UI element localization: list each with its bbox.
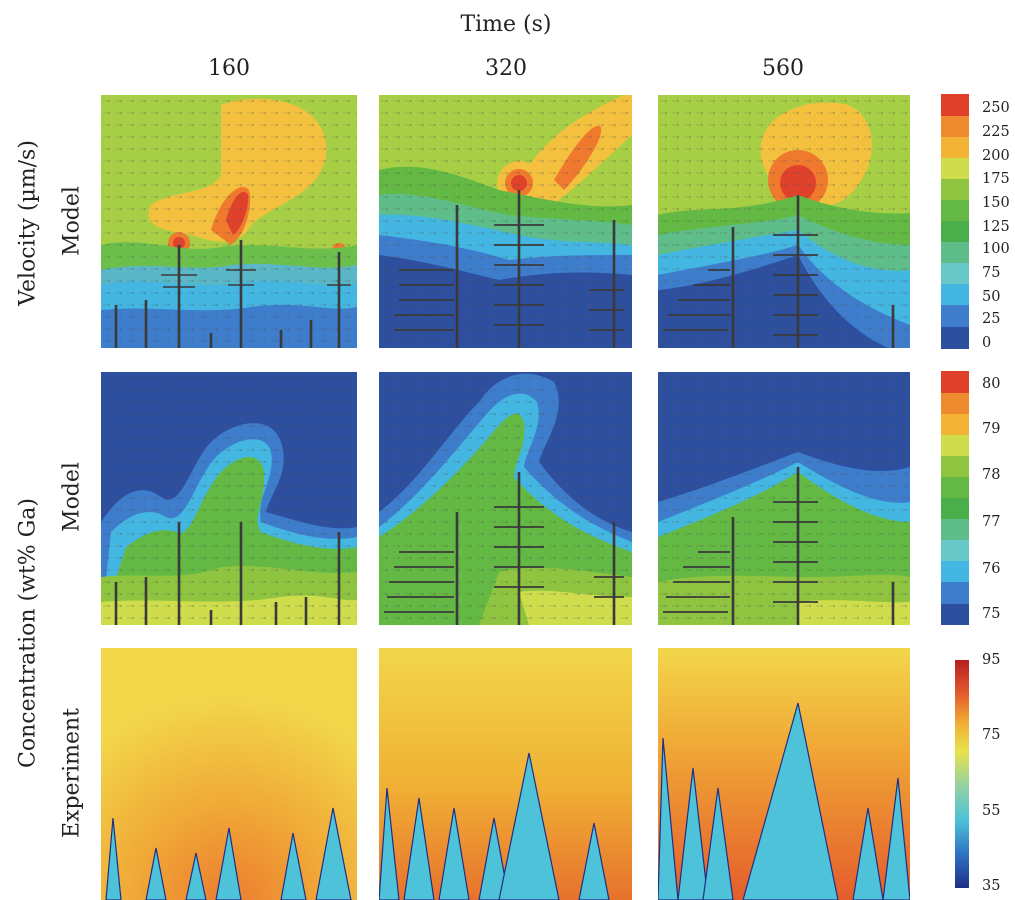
concentration-model-panel-320 [379, 372, 632, 625]
concentration-model-tick: 80 [982, 376, 1001, 392]
concentration-model-panel-560 [658, 372, 910, 625]
velocity-model-panel-560 [658, 95, 910, 348]
velocity-model-panel-160 [101, 95, 357, 348]
velocity-row-label: Velocity (µm/s) [15, 140, 41, 306]
concentration-experiment-tick: 35 [982, 878, 1001, 894]
experiment-panel-160 [101, 648, 357, 900]
velocity-tick: 225 [982, 124, 1010, 140]
time-label-160: 160 [208, 56, 250, 81]
concentration-model-panel-160 [101, 372, 357, 625]
experiment-panel-560 [658, 648, 910, 900]
concentration-experiment-tick: 75 [982, 727, 1001, 743]
velocity-tick: 125 [982, 219, 1010, 235]
velocity-tick: 150 [982, 195, 1010, 211]
concentration-model-tick: 77 [982, 514, 1001, 530]
row-label-model-velocity: Model [59, 186, 85, 256]
concentration-model-tick: 79 [982, 421, 1001, 437]
concentration-model-tick: 76 [982, 561, 1001, 577]
time-axis-title: Time (s) [460, 12, 552, 37]
concentration-label: Concentration (wt% Ga) [15, 498, 41, 768]
concentration-model-tick: 75 [982, 606, 1001, 622]
row-label-experiment: Experiment [59, 707, 85, 839]
velocity-model-panel-320 [379, 95, 632, 348]
velocity-tick: 0 [982, 335, 992, 351]
row-label-model-concentration: Model [59, 462, 85, 532]
velocity-tick: 200 [982, 148, 1010, 164]
velocity-tick: 100 [982, 241, 1010, 257]
concentration-experiment-tick: 95 [982, 652, 1001, 668]
time-label-320: 320 [485, 56, 527, 81]
concentration-experiment-colorbar [955, 660, 969, 888]
velocity-tick: 250 [982, 100, 1010, 116]
velocity-tick: 175 [982, 171, 1010, 187]
concentration-model-tick: 78 [982, 467, 1001, 483]
experiment-panel-320 [379, 648, 632, 900]
concentration-experiment-tick: 55 [982, 803, 1001, 819]
velocity-tick: 50 [982, 289, 1001, 305]
velocity-colorbar [941, 94, 969, 349]
velocity-tick: 75 [982, 265, 1001, 281]
velocity-tick: 25 [982, 311, 1001, 327]
time-label-560: 560 [762, 56, 804, 81]
concentration-model-colorbar [941, 371, 969, 625]
